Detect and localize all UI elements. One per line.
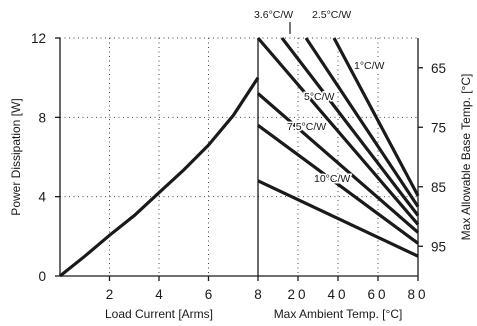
thermal-resistance-line-2	[280, 37, 420, 217]
right-y-tick-label-3: 95	[431, 239, 446, 254]
left-x-axis-title: Load Current [Arms]	[105, 307, 213, 321]
thermal-resistance-line-6	[257, 179, 419, 258]
right-x-axis-title: Max Ambient Temp. [°C]	[274, 307, 403, 321]
thermal-resistance-line-3	[256, 36, 420, 226]
right-x-tick-label-2: 60	[367, 287, 388, 302]
left-x-tick-label-3: 8	[254, 287, 262, 302]
right-y-tick-label-2: 85	[431, 180, 446, 195]
right-x-tick-label-3: 80	[407, 287, 428, 302]
right-y-tick-label-1: 75	[431, 120, 446, 135]
series-label-5: 7.5°C/W	[287, 121, 326, 133]
right-x-tick-label-0: 20	[287, 287, 308, 302]
left-y-tick-label-1: 4	[38, 190, 46, 205]
series-layer	[59, 36, 420, 278]
series-label-2: 3.6°C/W	[254, 9, 293, 21]
series-label-4: 5°C/W	[304, 91, 335, 103]
label-layer: 0 4 8 12 2 4 6 8 20 40 60 80 65 75 85 95 Load Current [A…	[9, 8, 473, 322]
left-x-tick-label-2: 6	[205, 287, 213, 302]
series-label-0: 1°C/W	[354, 60, 385, 72]
left-y-axis-title: Power Dissipation [W]	[9, 98, 23, 215]
power-dissipation-curve	[59, 76, 260, 278]
thermal-resistance-line-5	[257, 124, 419, 245]
thermal-resistance-line-4	[256, 92, 420, 234]
right-y-axis-title: Max Allowable Base Temp. [°C]	[459, 74, 473, 241]
thermal-resistance-line-0	[332, 37, 420, 197]
thermal-resistance-line-1	[304, 37, 420, 208]
axes-layer	[55, 37, 423, 281]
grid-layer	[60, 37, 418, 276]
left-x-tick-label-1: 4	[155, 287, 163, 302]
series-label-6: 10°C/W	[314, 173, 350, 185]
right-x-tick-label-1: 40	[327, 287, 348, 302]
left-y-tick-label-3: 12	[31, 31, 46, 46]
series-label-1: 2.5°C/W	[312, 9, 351, 21]
left-x-tick-label-0: 2	[106, 287, 114, 302]
left-y-tick-label-0: 0	[38, 269, 46, 284]
left-y-tick-label-2: 8	[38, 110, 46, 125]
right-y-tick-label-0: 65	[431, 61, 446, 76]
